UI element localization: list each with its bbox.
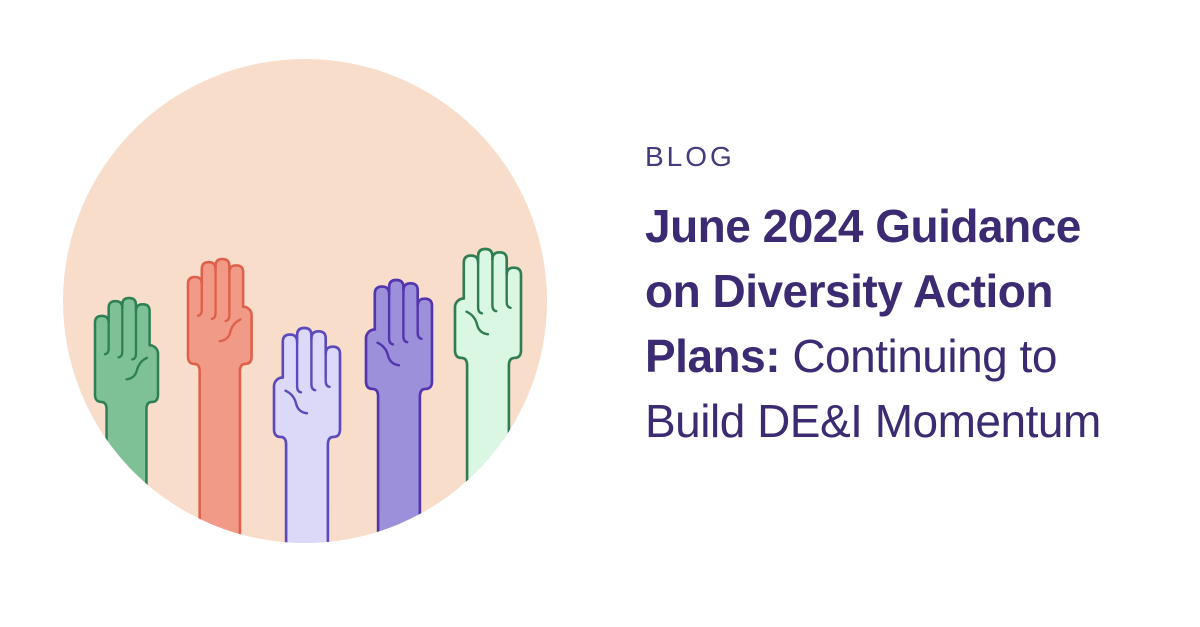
hero-text-block: BLOG June 2024 Guidance on Diversity Act… xyxy=(645,142,1135,454)
hand-coral xyxy=(186,257,253,543)
post-title-regular-part: Continuing to Build DE&I Momentum xyxy=(645,330,1101,447)
blog-eyebrow-label: BLOG xyxy=(645,141,735,172)
post-title: June 2024 Guidance on Diversity Action P… xyxy=(645,194,1135,454)
post-title-bold-part: June 2024 Guidance on Diversity Action P… xyxy=(645,200,1081,382)
peach-circle xyxy=(63,59,547,543)
hand-lavender xyxy=(272,326,342,543)
